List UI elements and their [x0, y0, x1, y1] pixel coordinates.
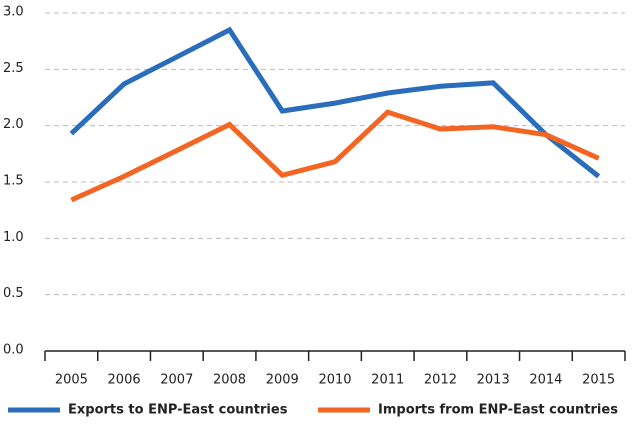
x-tick-label: 2008 — [213, 373, 246, 388]
y-tick-label: 1.5 — [3, 174, 24, 189]
x-tick-label: 2007 — [160, 373, 193, 388]
x-tick-label: 2006 — [108, 373, 141, 388]
y-tick-label: 0.5 — [3, 286, 24, 301]
x-tick-label: 2014 — [529, 373, 562, 388]
legend-label: Imports from ENP-East countries — [378, 403, 618, 418]
legend-label: Exports to ENP-East countries — [68, 403, 288, 418]
x-tick-label: 2015 — [582, 373, 615, 388]
y-tick-label: 3.0 — [3, 5, 24, 20]
x-tick-label: 2009 — [266, 373, 299, 388]
x-tick-label: 2012 — [424, 373, 457, 388]
y-tick-label: 2.5 — [3, 61, 24, 76]
y-tick-label: 2.0 — [3, 117, 24, 132]
series-line — [70, 109, 600, 203]
y-tick-label: 1.0 — [3, 230, 24, 245]
x-tick-label: 2011 — [371, 373, 404, 388]
y-tick-label: 0.0 — [3, 343, 24, 358]
series-line — [69, 26, 601, 179]
x-tick-label: 2005 — [55, 373, 88, 388]
x-tick-label: 2013 — [477, 373, 510, 388]
x-tick-label: 2010 — [318, 373, 351, 388]
